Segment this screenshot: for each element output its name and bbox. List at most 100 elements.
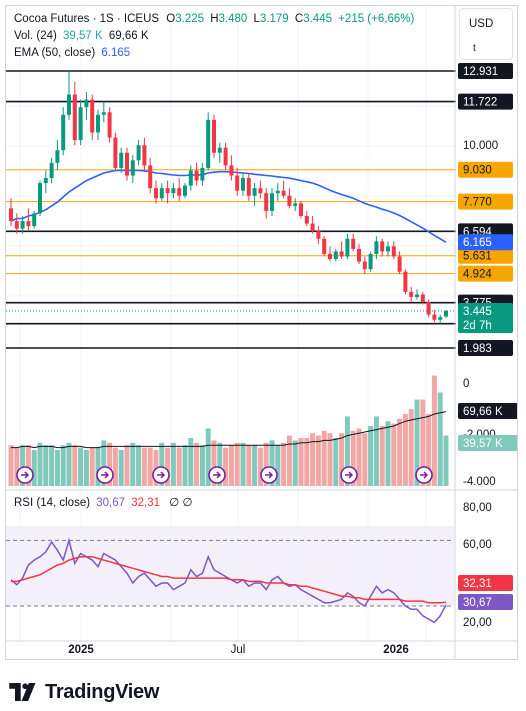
volume-bar-22: [136, 445, 142, 486]
pane-dividers[interactable]: [6, 6, 518, 660]
candle-body: [61, 114, 66, 151]
chart-frame[interactable]: 10.000 12.931 11.722 9.030 7.770 6.594 5.631 4.…: [5, 5, 518, 660]
volume-bar-32: [194, 442, 200, 486]
candle-body: [432, 314, 437, 320]
candle-body: [357, 248, 361, 262]
volume-bar-37: [223, 447, 229, 486]
candle-body: [281, 190, 286, 196]
candle-8: [55, 140, 60, 171]
volume-bar-3: [25, 445, 31, 486]
chart-svg[interactable]: 10.00012.93111.7229.0307.7706.5945.6314.…: [6, 6, 518, 660]
candle-16: [101, 101, 106, 123]
volume-bar-17: [107, 442, 113, 486]
price-level-tag-6-text: 4.924: [463, 269, 492, 281]
candle-body: [299, 203, 303, 217]
volume-series[interactable]: [8, 375, 449, 486]
candle-52: [310, 216, 315, 234]
candle-body: [78, 107, 83, 141]
candle-22: [136, 140, 141, 166]
candle-body: [322, 238, 327, 254]
volume-bar-28: [170, 442, 176, 486]
volume-bar-66: [391, 423, 397, 486]
candle-31: [188, 165, 193, 191]
candle-body: [333, 251, 338, 260]
volume-bar-44: [263, 442, 269, 486]
candle-54: [322, 236, 327, 257]
candle-26: [159, 183, 164, 201]
volume-bar-15: [95, 447, 101, 486]
currency-unit-button[interactable]: USD t: [459, 8, 513, 60]
candle-body: [26, 221, 31, 227]
price-level-tag-1: 11.722: [458, 93, 513, 110]
event-arrow-icon-5: [345, 471, 354, 479]
candle-19: [119, 147, 124, 173]
price-level-tag-9: 1.983: [458, 340, 513, 356]
candle-body: [368, 253, 373, 270]
candle-body: [310, 223, 315, 232]
candlestick-series[interactable]: [9, 71, 448, 324]
tradingview-branding[interactable]: TradingView: [9, 680, 159, 704]
volume-bar-74: [437, 392, 443, 486]
price-level-tag-6: 4.924: [458, 265, 513, 282]
last-price-tag: 3.445 2d 7h: [458, 303, 513, 334]
candle-47: [281, 180, 286, 199]
volume-ma-tag-text: 69,66 K: [463, 406, 503, 418]
candle-27: [165, 180, 170, 204]
volume-bar-52: [310, 433, 316, 486]
volume-bar-55: [327, 433, 333, 486]
tradingview-logo-icon: [9, 683, 36, 701]
candle-body: [90, 99, 95, 133]
volume-bar-45: [269, 440, 275, 486]
volume-bar-56: [333, 438, 339, 486]
ema-last-tag-box: [458, 234, 513, 251]
candle-58: [345, 233, 350, 260]
volume-value: 39,57 K: [63, 30, 103, 42]
candle-20: [125, 147, 129, 181]
volume-bar-13: [83, 450, 89, 486]
last-price-text: 3.445: [463, 306, 492, 318]
price-level-tag-2-text: 9.030: [463, 165, 492, 177]
rsi-ma-tag-box: [458, 575, 513, 591]
price-tick-10000: 10.000: [463, 140, 498, 152]
rsi-ma-value: 32,31: [131, 497, 161, 509]
volume-bar-23: [141, 447, 147, 486]
event-arrow-icon-2: [157, 471, 166, 479]
volume-label[interactable]: Vol. (24): [14, 30, 57, 42]
candle-55: [328, 246, 332, 262]
price-level-tag-3: 7.770: [458, 193, 513, 210]
volume-bar-31: [188, 438, 194, 486]
candle-61: [362, 256, 367, 275]
symbol-title[interactable]: Cocoa Futures · 1S · ICEUS: [14, 13, 160, 25]
candle-35: [212, 114, 216, 158]
volume-bar-60: [356, 428, 362, 486]
event-markers[interactable]: [16, 466, 433, 484]
candle-59: [351, 233, 356, 252]
time-axis[interactable]: 2025 Jul 2026: [68, 644, 409, 656]
rsi-tick-60: 60,00: [463, 539, 492, 551]
candle-body: [403, 271, 408, 292]
rsi-label[interactable]: RSI (14, close): [14, 497, 91, 509]
rsi-ma-tag-text: 32,31: [463, 578, 492, 590]
candle-body: [177, 188, 182, 196]
volume-bar-58: [344, 416, 350, 486]
price-level-tag-0-text: 12.931: [463, 66, 498, 78]
volume-bar-50: [298, 438, 304, 486]
high-label: H: [210, 13, 219, 25]
volume-bar-5: [37, 442, 43, 486]
candle-body: [188, 170, 193, 186]
volume-bar-49: [292, 440, 298, 486]
candle-66: [391, 241, 396, 260]
price-axis[interactable]: 10.00012.93111.7229.0307.7706.5945.6314.…: [458, 63, 518, 629]
volume-bar-26: [159, 442, 165, 486]
candle-9: [61, 107, 66, 156]
ema-label[interactable]: EMA (50, close): [14, 47, 96, 59]
candle-4: [32, 210, 37, 229]
candle-body: [212, 119, 216, 153]
volume-bar-64: [379, 426, 385, 486]
ema-series: [10, 169, 447, 243]
candle-body: [362, 261, 367, 270]
volume-bar-2: [20, 445, 26, 486]
candle-13: [84, 92, 89, 120]
rsi-series: [6, 537, 454, 624]
candle-71: [420, 291, 425, 305]
